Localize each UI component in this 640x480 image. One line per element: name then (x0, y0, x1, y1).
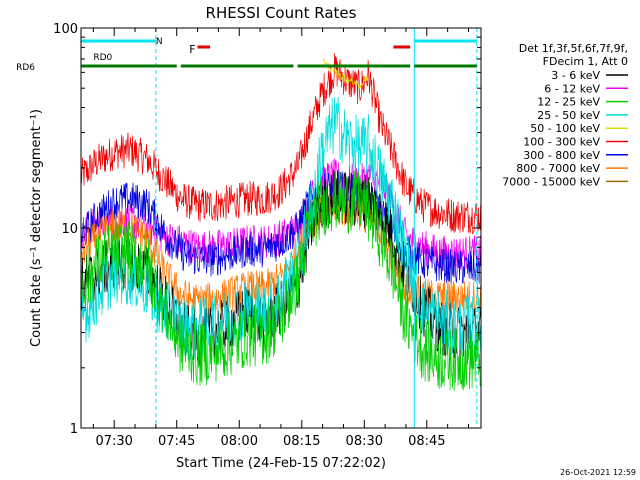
chart-title: RHESSI Count Rates (206, 4, 357, 22)
legend: Det 1f,3f,5f,6f,7f,9f, FDecim 1, Att 0 3… (502, 42, 628, 188)
legend-label-50-100-kev: 50 - 100 keV (530, 122, 600, 135)
x-axis: 07:30 07:45 08:00 08:15 08:30 08:45 (92, 28, 469, 449)
rd6-label: RD6 (16, 63, 35, 73)
legend-label-300-800-kev: 300 - 800 keV (523, 149, 600, 162)
rd0-label: RD0 (93, 53, 112, 63)
legend-label-100-300-kev: 100 - 300 keV (523, 136, 600, 149)
legend-label-25-50-kev: 25 - 50 keV (537, 109, 600, 122)
legend-label-800-7000-kev: 800 - 7000 keV (516, 162, 600, 175)
legend-label-7000-15000-kev: 7000 - 15000 keV (502, 175, 600, 188)
y-tick-label-100: 100 (53, 22, 78, 37)
legend-header-line-2: FDecim 1, Att 0 (543, 55, 628, 68)
f-label: F (189, 43, 195, 56)
series-line-50-100-kev (322, 57, 369, 89)
x-axis-label: Start Time (24-Feb-15 07:22:02) (176, 456, 386, 471)
y-axis: 1 10 100 (53, 22, 481, 437)
x-tick-label-0845: 08:45 (408, 434, 445, 449)
x-tick-label-0745: 07:45 (158, 434, 195, 449)
x-tick-label-0830: 08:30 (346, 434, 383, 449)
legend-label-12-25-kev: 12 - 25 keV (537, 96, 600, 109)
x-tick-label-0800: 08:00 (221, 434, 258, 449)
legend-label-3-6-kev: 3 - 6 keV (551, 69, 600, 82)
timestamp: 26-Oct-2021 12:59 (560, 468, 636, 477)
legend-label-6-12-kev: 6 - 12 keV (544, 82, 600, 95)
y-tick-label-1: 1 (70, 422, 78, 437)
legend-header-line-1: Det 1f,3f,5f,6f,7f,9f, (519, 42, 628, 55)
y-tick-label-10: 10 (61, 222, 78, 237)
y-axis-label: Count Rate (s⁻¹ detector segment⁻¹) (29, 109, 44, 347)
n-label: N (156, 37, 163, 47)
x-tick-label-0815: 08:15 (283, 434, 320, 449)
x-tick-label-0730: 07:30 (95, 434, 132, 449)
